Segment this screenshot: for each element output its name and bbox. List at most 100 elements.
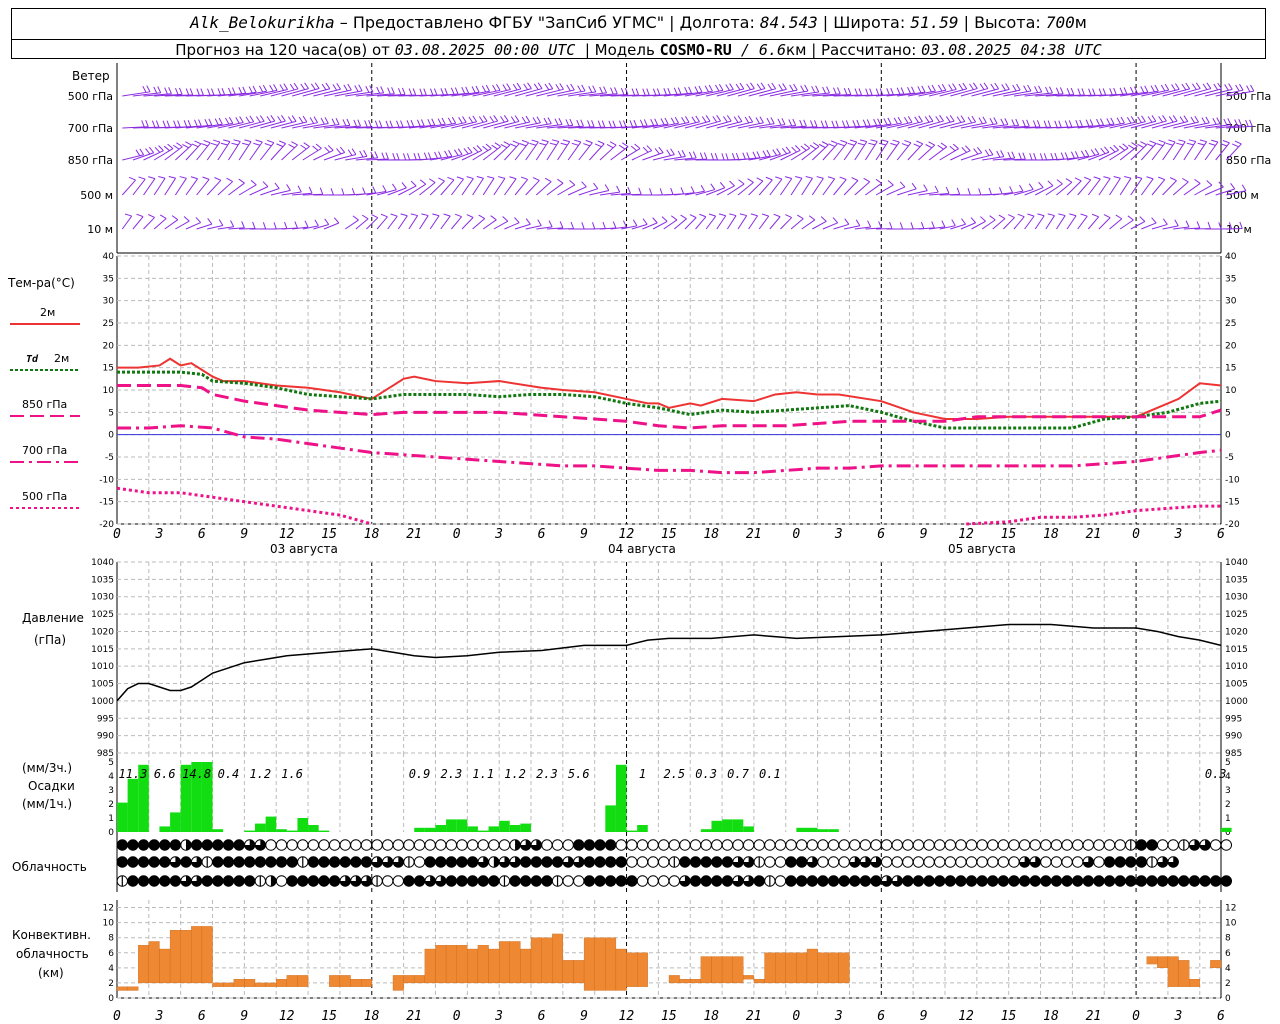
precip-bar [637,825,648,832]
wind-barb-staff [493,178,506,196]
x-tick-label: 21 [746,527,762,542]
wind-barb-staff [398,185,417,196]
wind-barb-feather [971,115,977,123]
wind-barb-feather [173,120,177,128]
precip-bar [138,764,149,832]
temp-tick-label: 10 [1225,386,1237,396]
wind-barb-staff [929,226,946,230]
wind-barb-feather [931,221,935,229]
cloud-cover-overcast [519,856,532,868]
wind-barb-feather [541,139,549,143]
conv-bar [743,975,755,980]
wind-barb-staff [907,143,924,161]
cloud-cover-clear [562,839,574,851]
wind-barb-staff [780,90,809,97]
wind-barb-feather [148,176,156,180]
wind-barb-feather [571,142,579,146]
x-tick-label: 3 [154,527,163,542]
cloud-cover-overcast [456,856,468,868]
x-tick-label: 18 [703,527,719,542]
wind-barb-feather [1201,117,1206,124]
wind-barb-feather [897,116,902,124]
conv-bar [562,960,574,984]
wind-barb-feather [654,118,659,126]
legend-td-label-a: Td [26,354,39,365]
wind-barb-feather [163,145,170,152]
legend-t850-label: 850 гПа [22,398,67,411]
cloud-cover-mark [1019,856,1030,868]
wind-barb-staff [992,192,1013,196]
wind-barb-feather [396,152,400,160]
cloud-cover-mark [350,875,362,887]
wind-barb-feather [158,176,166,179]
wind-barb-feather [1012,84,1017,92]
cloud-cover-clear [339,839,351,851]
wind-barb-staff [228,141,241,161]
wind-barb-feather [1016,83,1021,91]
cloud-cover-overcast [615,856,627,868]
series-line-2 [117,384,1222,430]
precip-bar [467,826,478,832]
cloud-cover-overcast [1061,875,1073,887]
wind-barb-feather [1234,140,1242,145]
wind-barb-feather [1029,153,1033,161]
wind-barb-staff [270,88,299,97]
wind-barb-staff [366,217,379,230]
wind-barb-feather [456,176,464,180]
wind-barb-feather [138,176,146,180]
wind-barb-staff [450,178,464,196]
wind-barb-feather [658,146,664,153]
cloud-cover-overcast [753,875,765,887]
cloud-cover-clear [541,839,553,851]
cloud-cover-clear [1040,839,1052,851]
wind-barb-feather [1160,84,1166,92]
wind-barb-staff [1109,177,1121,196]
wind-barb-feather [544,177,552,183]
cloud-cover-overcast [350,856,362,868]
pressure-tick-label: 1015 [91,645,114,655]
cloud-cover-overcast [795,856,808,868]
wind-barb-feather [1194,178,1201,184]
conv-bar [594,937,606,991]
wind-barb-feather [629,120,634,127]
wind-barb-feather [1116,117,1121,125]
cloud-cover-mark [186,839,192,851]
wind-barb-feather [887,117,892,125]
wind-barb-feather [688,86,692,94]
wind-barb-feather [873,118,878,126]
wind-barb-feather [1234,119,1239,127]
wind-barb-feather [649,188,653,196]
wind-barb-feather [509,176,517,180]
wind-barb-feather [1133,86,1138,94]
wind-barb-feather [1022,152,1026,160]
wind-barb-feather [773,213,781,218]
wind-barb-feather [124,213,132,217]
x-tick-label: 9 [920,1009,928,1024]
cloud-cover-clear [827,856,840,868]
precip-bar [180,764,192,832]
wind-barb-staff [345,155,368,161]
cloud-cover-clear [1008,839,1020,851]
wind-barb-feather [695,115,700,123]
wind-barb-feather [624,87,629,95]
wind-barb-feather [1109,146,1116,153]
wind-barb-feather [423,152,428,160]
cloud-cover-mark [520,839,531,851]
cloud-cover-clear [997,839,1010,851]
conv-bar [541,937,553,984]
wind-barb-staff [504,222,520,230]
wind-barb-feather [585,139,593,144]
wind-barb-staff [589,93,618,97]
wind-barb-feather [139,148,145,155]
wind-barb-staff [706,120,732,129]
precip-bar [170,812,181,832]
wind-barb-feather [883,118,888,125]
precip-3h-label: 1.1 [472,767,494,781]
wind-barb-staff [1151,120,1178,129]
wind-barb-feather [770,117,775,124]
wind-barb-staff [811,144,829,161]
wind-barb-feather [993,117,998,124]
wind-barb-staff [1172,141,1186,161]
x-tick-label: 0 [453,1009,461,1024]
wind-barb-feather [527,82,532,89]
